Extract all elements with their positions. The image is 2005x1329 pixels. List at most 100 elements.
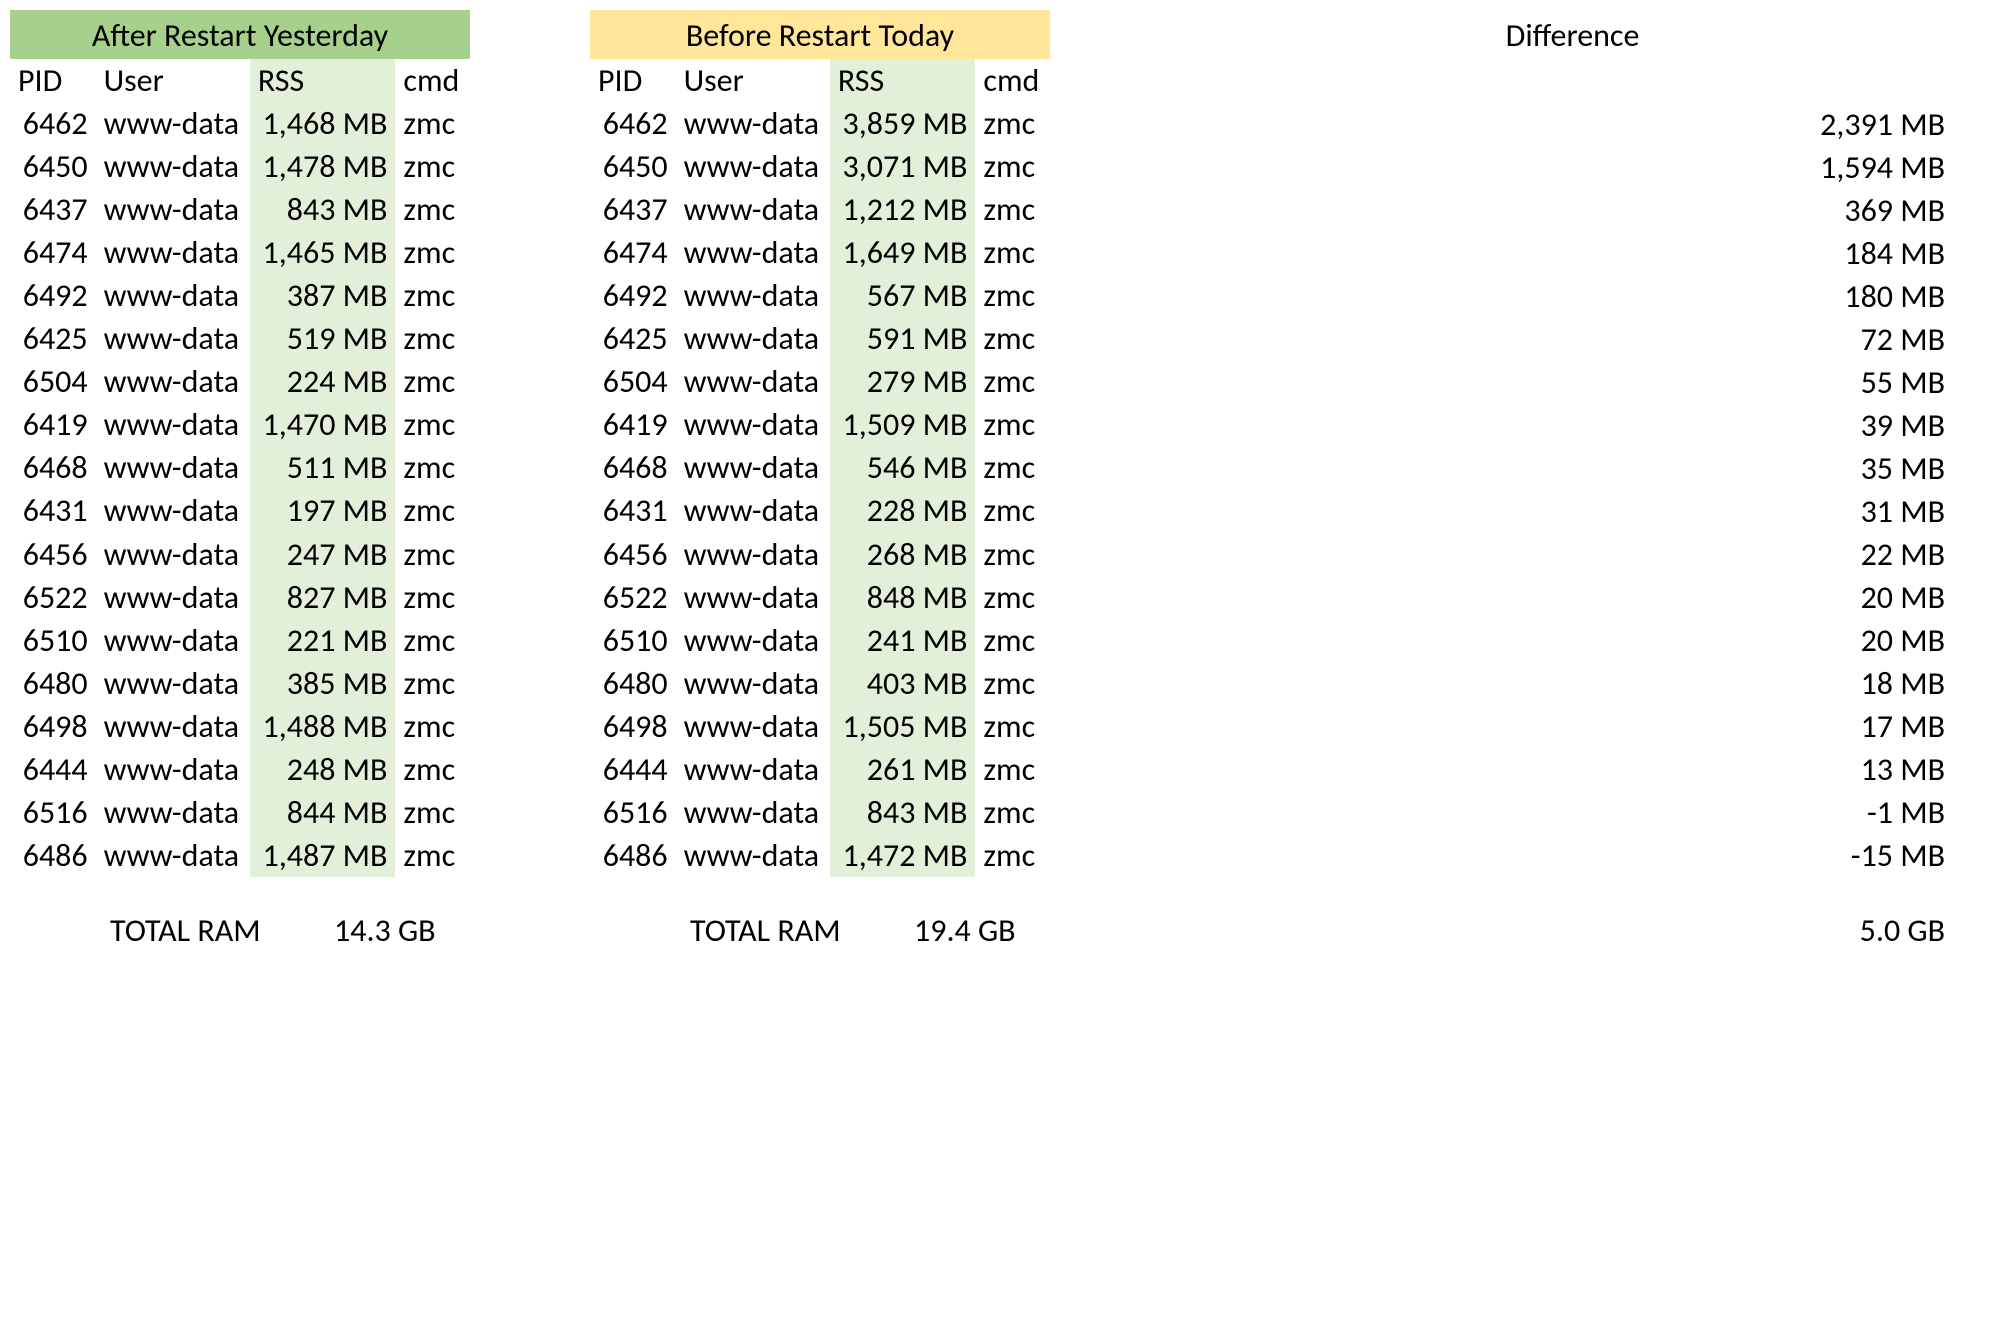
table-row: 6437www-data843 MBzmc <box>10 188 470 231</box>
table-row: 39 MB <box>1170 404 1975 447</box>
cell-pid: 6492 <box>10 274 96 317</box>
cell-user: www-data <box>96 576 250 619</box>
cell-cmd: zmc <box>395 834 470 877</box>
cell-cmd: zmc <box>395 317 470 360</box>
cell-rss: 591 MB <box>830 317 976 360</box>
cell-rss: 228 MB <box>830 489 976 532</box>
cell-user: www-data <box>96 231 250 274</box>
cell-rss: 567 MB <box>830 274 976 317</box>
cell-cmd: zmc <box>975 360 1050 403</box>
cell-pid: 6522 <box>590 576 676 619</box>
table-row: 6431www-data228 MBzmc <box>590 489 1050 532</box>
cell-rss: 3,859 MB <box>830 102 976 145</box>
cell-user: www-data <box>96 188 250 231</box>
cell-difference: 39 MB <box>1170 404 1975 447</box>
table-row: 6456www-data247 MBzmc <box>10 532 470 575</box>
cell-rss: 279 MB <box>830 360 976 403</box>
col-header-rss: RSS <box>830 59 976 102</box>
cell-cmd: zmc <box>395 145 470 188</box>
table-row: -1 MB <box>1170 791 1975 834</box>
table-row: 184 MB <box>1170 232 1975 275</box>
cell-pid: 6450 <box>590 145 676 188</box>
spacer <box>1050 59 1170 877</box>
cell-rss: 844 MB <box>250 791 396 834</box>
total-ram-difference: 5.0 GB <box>1170 911 1975 950</box>
cell-cmd: zmc <box>395 791 470 834</box>
cell-rss: 843 MB <box>830 791 976 834</box>
cell-user: www-data <box>676 403 830 446</box>
cell-rss: 3,071 MB <box>830 145 976 188</box>
cell-user: www-data <box>676 748 830 791</box>
cell-user: www-data <box>676 317 830 360</box>
cell-cmd: zmc <box>975 274 1050 317</box>
total-ram-label-right: TOTAL RAM <box>590 911 910 950</box>
cell-cmd: zmc <box>395 446 470 489</box>
section-title-before-restart: Before Restart Today <box>590 10 1050 59</box>
cell-user: www-data <box>676 489 830 532</box>
cell-pid: 6468 <box>590 446 676 489</box>
cell-pid: 6510 <box>590 619 676 662</box>
table-row: 6444www-data261 MBzmc <box>590 748 1050 791</box>
table-row: -15 MB <box>1170 834 1975 877</box>
table-row: 6522www-data827 MBzmc <box>10 576 470 619</box>
cell-user: www-data <box>676 360 830 403</box>
total-ram-label-left: TOTAL RAM <box>10 911 330 950</box>
cell-user: www-data <box>96 748 250 791</box>
cell-difference: 35 MB <box>1170 447 1975 490</box>
cell-rss: 387 MB <box>250 274 396 317</box>
cell-pid: 6480 <box>10 662 96 705</box>
cell-user: www-data <box>676 532 830 575</box>
table-row: 13 MB <box>1170 748 1975 791</box>
cell-rss: 1,509 MB <box>830 403 976 446</box>
cell-rss: 1,478 MB <box>250 145 396 188</box>
cell-user: www-data <box>676 145 830 188</box>
cell-pid: 6480 <box>590 662 676 705</box>
cell-user: www-data <box>96 532 250 575</box>
cell-user: www-data <box>96 489 250 532</box>
cell-cmd: zmc <box>975 532 1050 575</box>
cell-user: www-data <box>96 705 250 748</box>
cell-pid: 6498 <box>590 705 676 748</box>
cell-pid: 6522 <box>10 576 96 619</box>
header-grid: After Restart Yesterday Before Restart T… <box>10 10 1975 59</box>
cell-difference: 1,594 MB <box>1170 146 1975 189</box>
cell-difference: 72 MB <box>1170 318 1975 361</box>
cell-user: www-data <box>96 662 250 705</box>
table-row: 6425www-data519 MBzmc <box>10 317 470 360</box>
cell-rss: 1,470 MB <box>250 403 396 446</box>
cell-cmd: zmc <box>975 791 1050 834</box>
cell-difference: 20 MB <box>1170 619 1975 662</box>
cell-pid: 6437 <box>10 188 96 231</box>
table-row: 6492www-data387 MBzmc <box>10 274 470 317</box>
cell-pid: 6444 <box>590 748 676 791</box>
table-row: 6474www-data1,465 MBzmc <box>10 231 470 274</box>
cell-user: www-data <box>676 662 830 705</box>
cell-rss: 1,487 MB <box>250 834 396 877</box>
cell-rss: 519 MB <box>250 317 396 360</box>
cell-pid: 6468 <box>10 446 96 489</box>
cell-cmd: zmc <box>395 748 470 791</box>
cell-cmd: zmc <box>395 188 470 231</box>
table-row: 6516www-data844 MBzmc <box>10 791 470 834</box>
cell-rss: 224 MB <box>250 360 396 403</box>
cell-user: www-data <box>96 446 250 489</box>
cell-difference: -1 MB <box>1170 791 1975 834</box>
cell-cmd: zmc <box>975 489 1050 532</box>
cell-user: www-data <box>96 619 250 662</box>
table-row: 6510www-data221 MBzmc <box>10 619 470 662</box>
table-row: 18 MB <box>1170 662 1975 705</box>
table-row: 55 MB <box>1170 361 1975 404</box>
cell-cmd: zmc <box>975 403 1050 446</box>
table-row: 2,391 MB <box>1170 103 1975 146</box>
table-row: 6504www-data279 MBzmc <box>590 360 1050 403</box>
cell-cmd: zmc <box>975 834 1050 877</box>
cell-user: www-data <box>96 403 250 446</box>
cell-cmd: zmc <box>975 102 1050 145</box>
table-row: 6437www-data1,212 MBzmc <box>590 188 1050 231</box>
cell-rss: 261 MB <box>830 748 976 791</box>
cell-cmd: zmc <box>395 662 470 705</box>
cell-pid: 6462 <box>590 102 676 145</box>
table-row: 6419www-data1,509 MBzmc <box>590 403 1050 446</box>
table-row: 6486www-data1,472 MBzmc <box>590 834 1050 877</box>
cell-difference: 31 MB <box>1170 490 1975 533</box>
